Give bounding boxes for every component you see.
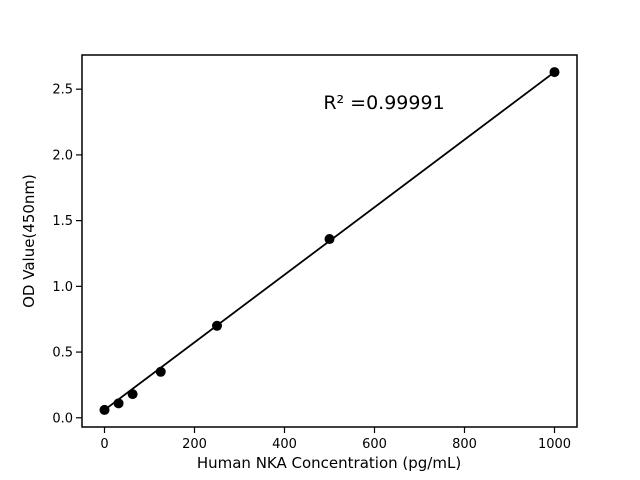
x-tick-label: 200 xyxy=(182,437,207,452)
data-point xyxy=(113,398,124,409)
x-tick-label: 400 xyxy=(272,437,297,452)
x-tick-label: 1000 xyxy=(538,437,571,452)
y-tick-label: 0.0 xyxy=(52,411,73,426)
y-tick-label: 0.5 xyxy=(52,346,73,361)
data-point xyxy=(324,234,335,245)
y-tick-label: 2.5 xyxy=(52,83,73,98)
x-axis-label: Human NKA Concentration (pg/mL) xyxy=(197,454,461,472)
data-point xyxy=(127,389,138,400)
data-point xyxy=(155,366,166,377)
r-squared-annotation: R² =0.99991 xyxy=(323,92,444,114)
mark-layer xyxy=(99,67,560,415)
tick-layer: 0 200 400 600 800 1000 0.0 0.5 1.0 1.5 2.0 2.5 xyxy=(52,83,571,452)
plot-frame xyxy=(81,54,578,428)
x-tick-label: 600 xyxy=(362,437,387,452)
data-point xyxy=(212,320,222,331)
data-point xyxy=(549,67,560,78)
y-tick-label: 1.0 xyxy=(52,280,73,295)
x-tick-label: 800 xyxy=(452,437,477,452)
y-tick-label: 2.0 xyxy=(52,148,73,163)
y-axis-label: OD Value(450nm) xyxy=(20,174,38,308)
data-point xyxy=(99,404,110,415)
y-tick-label: 1.5 xyxy=(52,214,73,229)
x-tick-label: 0 xyxy=(100,437,108,452)
